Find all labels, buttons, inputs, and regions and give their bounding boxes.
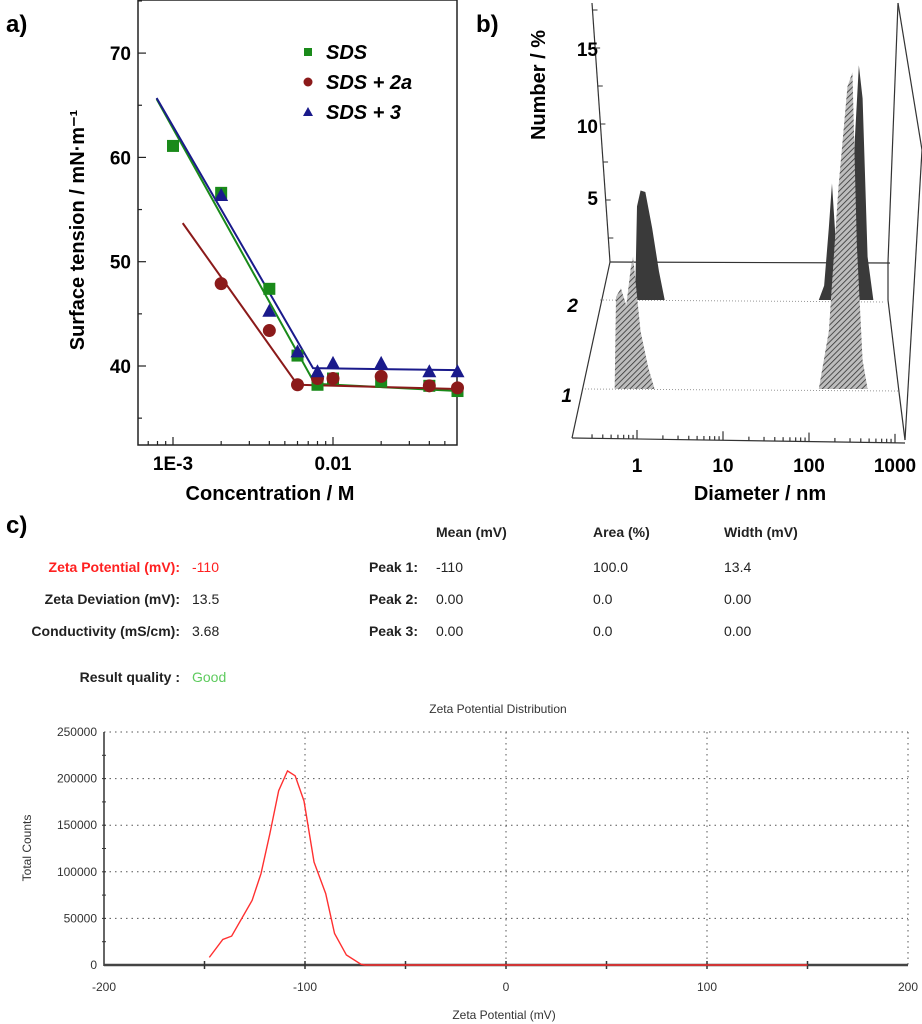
plot-frame [137,0,458,446]
y-tick-label: 15 [577,40,599,61]
y-axis-label: Number / % [528,30,550,140]
x-axis-label: Diameter / nm [694,483,826,505]
summary-value: 13.5 [192,591,219,607]
y-tick-label: 60 [110,148,131,169]
y-axis-label: Surface tension / mN·m⁻¹ [67,109,89,350]
x-tick-label: 200 [898,980,918,994]
summary-label: Conductivity (mS/cm): [31,623,180,639]
y-tick-label: 0 [90,958,97,972]
fit-line-2 [155,97,458,372]
data-point-circle [291,378,305,392]
data-point-triangle [422,364,437,378]
panel-label-a: a) [6,11,27,38]
data-point-triangle [374,355,389,369]
legend-label: SDS + 3 [326,102,401,124]
x-tick-label: 100 [697,980,717,994]
surface-tension-chart: Surface tension / mN·m⁻¹ Concentration /… [67,0,465,505]
y-tick-label: 10 [577,117,598,138]
data-point-circle [451,381,465,395]
peak-label: Peak 3: [369,623,418,639]
peak-label: Peak 1: [369,559,418,575]
data-point-square [167,139,179,152]
panel-label-c: c) [6,512,27,539]
peak-width: 13.4 [724,559,751,575]
summary-label: Zeta Deviation (mV): [45,591,180,607]
depth-label-2: 2 [566,296,578,317]
x-axis-label: Concentration / M [186,483,355,505]
data-point-triangle [262,303,277,317]
data-point-triangle [214,187,229,201]
data-point-triangle [450,364,465,378]
y-tick-label: 100000 [57,865,97,879]
y-axis-label: Total Counts [20,815,34,882]
x-tick-label: 1000 [874,456,916,477]
x-tick-label: -200 [92,980,116,994]
peak-area: 0.0 [593,591,613,607]
data-point-triangle [290,344,305,358]
zeta-distribution-line [208,769,808,966]
x-tick-label: -100 [293,980,317,994]
peak-mean: -110 [436,559,463,575]
peak-width: 0.00 [724,591,751,607]
x-tick-label: 0 [503,980,510,994]
distribution-peaks-1 [614,72,868,389]
summary-label: Zeta Potential (mV): [49,559,180,575]
peak-mean: 0.00 [436,591,463,607]
peak-width: 0.00 [724,623,751,639]
peak-mean: 0.00 [436,623,463,639]
chart-title: Zeta Potential Distribution [429,702,566,716]
y-tick-label: 50000 [64,911,98,925]
peak-label: Peak 2: [369,591,418,607]
y-tick-label: 70 [110,44,131,65]
zeta-results-table: Mean (mV) Area (%) Width (mV) Result qua… [31,524,797,685]
legend-marker-0 [304,48,312,56]
result-quality-value: Good [192,669,226,685]
x-tick-label: 1 [632,456,643,477]
x-tick-label: 1E-3 [153,454,193,475]
column-header-area: Area (%) [593,524,650,540]
data-point-square [263,282,276,295]
data-point-circle [374,369,388,383]
legend-marker-1 [303,77,313,87]
y-tick-label: 5 [587,189,598,210]
legend-label: SDS [326,42,368,64]
data-point-circle [422,379,436,393]
panel-label-b: b) [476,11,499,38]
x-tick-label: 10 [712,456,733,477]
y-tick-label: 200000 [57,772,97,786]
data-point-triangle [326,355,340,369]
y-tick-label: 250000 [57,725,97,739]
x-tick-label: 0.01 [315,454,352,475]
column-header-width: Width (mV) [724,524,798,540]
legend-label: SDS + 2a [326,72,412,94]
y-tick-label: 40 [110,357,131,378]
depth-label-1: 1 [561,386,572,407]
fit-line-0 [155,98,458,393]
y-tick-label: 50 [110,253,131,274]
data-point-circle [214,277,228,291]
baseline-1 [584,388,901,392]
y-tick-label: 150000 [57,818,97,832]
size-distribution-chart: Number / % Diameter / nm 2 1 1 10 100 1000 5… [528,2,922,505]
result-quality-label: Result quality : [80,669,180,685]
legend-marker-2 [303,107,313,116]
fit-line-1 [181,222,458,390]
x-tick-label: 100 [793,456,825,477]
summary-value: -110 [192,559,219,575]
data-point-circle [262,324,276,338]
x-axis-label: Zeta Potential (mV) [452,1008,555,1022]
peak-area: 0.0 [593,623,613,639]
peak-area: 100.0 [593,559,628,575]
zeta-distribution-chart: Zeta Potential Distribution Total Counts… [20,702,918,1022]
data-point-circle [326,372,340,386]
summary-value: 3.68 [192,623,219,639]
data-point-triangle [310,364,325,378]
column-header-mean: Mean (mV) [436,524,507,540]
